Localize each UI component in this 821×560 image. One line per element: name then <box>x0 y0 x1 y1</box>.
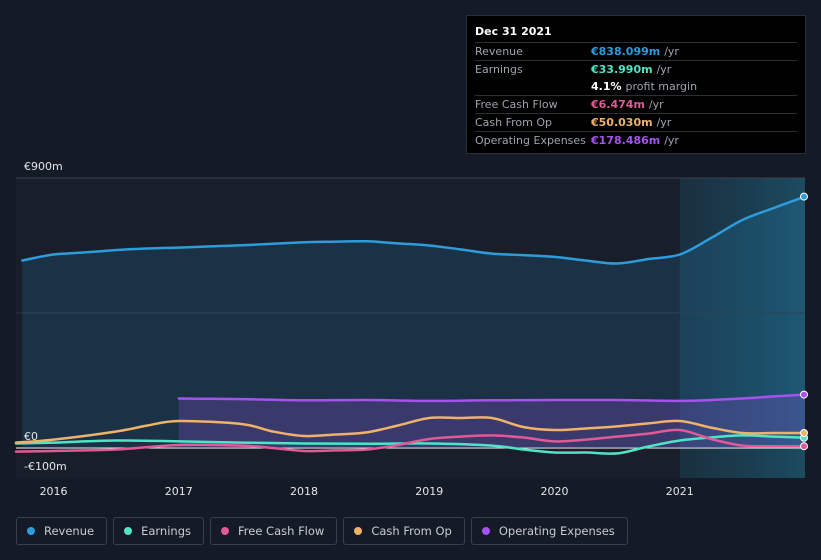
legend-dot-icon <box>354 527 363 535</box>
legend-item-revenue[interactable]: Revenue <box>16 517 108 545</box>
tooltip-unit: /yr <box>664 45 679 58</box>
tooltip-unit: profit margin <box>625 80 698 93</box>
legend-label: Revenue <box>44 524 95 538</box>
earnings-line <box>14 434 807 455</box>
tooltip-label: Revenue <box>475 45 523 58</box>
revenue-area <box>22 196 806 448</box>
tooltip-unit: /yr <box>664 134 679 147</box>
y-tick-label-top: €900m <box>24 160 63 173</box>
tooltip-unit: /yr <box>648 98 664 111</box>
legend-item-free-cash-flow[interactable]: Free Cash Flow <box>210 517 338 545</box>
tooltip-value: €50.030m <box>591 116 653 129</box>
tooltip-value: €178.486m <box>591 134 661 147</box>
legend-dot-icon <box>481 527 490 535</box>
legend: Revenue Earnings Free Cash Flow Cash Fro… <box>16 517 634 545</box>
tooltip-unit: /yr <box>656 116 672 129</box>
x-tick-label: 2020 <box>541 485 569 498</box>
y-tick-label-zero: €0 <box>24 430 38 443</box>
data-tooltip: Dec 31 2021 Revenue €838.099m /yr Earnin… <box>466 15 806 154</box>
y-tick-label-bottom: -€100m <box>24 460 67 473</box>
free-cash-flow-end-marker <box>800 442 808 451</box>
tooltip-unit: /yr <box>656 63 672 76</box>
tooltip-label: Operating Expenses <box>475 134 586 147</box>
tooltip-label: Cash From Op <box>475 116 553 129</box>
tooltip-label: Earnings <box>475 63 523 76</box>
tooltip-row-margin: 4.1% profit margin <box>475 78 797 95</box>
free-cash-flow-line <box>14 428 807 453</box>
cash-from-op-end-marker <box>800 429 808 437</box>
x-tick-label: 2019 <box>415 485 443 498</box>
legend-dot-icon <box>221 527 229 535</box>
x-tick-label: 2017 <box>165 485 193 498</box>
forecast-highlight <box>679 178 805 478</box>
tooltip-row-opex: Operating Expenses €178.486m /yr <box>475 131 797 149</box>
revenue-end-marker <box>800 192 808 201</box>
legend-label: Earnings <box>141 524 191 538</box>
tooltip-value: €33.990m <box>591 63 653 76</box>
end-markers <box>800 192 808 451</box>
tooltip-row-cfo: Cash From Op €50.030m /yr <box>475 113 797 131</box>
tooltip-value: 4.1% <box>591 80 622 93</box>
legend-item-operating-expenses[interactable]: Operating Expenses <box>470 517 628 545</box>
cash-from-op-line <box>14 416 807 444</box>
legend-label: Cash From Op <box>371 524 452 538</box>
legend-dot-icon <box>124 527 133 535</box>
tooltip-value: €6.474m <box>591 98 645 111</box>
legend-label: Operating Expenses <box>498 524 615 538</box>
legend-dot-icon <box>27 527 35 535</box>
operating-expenses-end-marker <box>800 390 808 399</box>
tooltip-row-revenue: Revenue €838.099m /yr <box>475 42 797 60</box>
plot-background <box>16 178 805 478</box>
legend-item-cash-from-op[interactable]: Cash From Op <box>343 517 465 545</box>
series-lines <box>14 195 807 455</box>
x-axis-ticks: 2016 2017 2018 2019 2020 2021 <box>40 485 694 498</box>
x-tick-label: 2016 <box>40 485 68 498</box>
legend-label: Free Cash Flow <box>238 524 325 538</box>
tooltip-row-fcf: Free Cash Flow €6.474m /yr <box>475 95 797 113</box>
operating-expenses-line <box>177 393 807 403</box>
tooltip-value: €838.099m <box>591 45 661 58</box>
tooltip-row-earnings: Earnings €33.990m /yr <box>475 60 797 78</box>
legend-item-earnings[interactable]: Earnings <box>113 517 204 545</box>
x-tick-label: 2021 <box>666 485 694 498</box>
tooltip-date: Dec 31 2021 <box>475 25 552 38</box>
tooltip-label: Free Cash Flow <box>475 98 558 111</box>
revenue-line <box>21 195 807 265</box>
x-tick-label: 2018 <box>290 485 318 498</box>
